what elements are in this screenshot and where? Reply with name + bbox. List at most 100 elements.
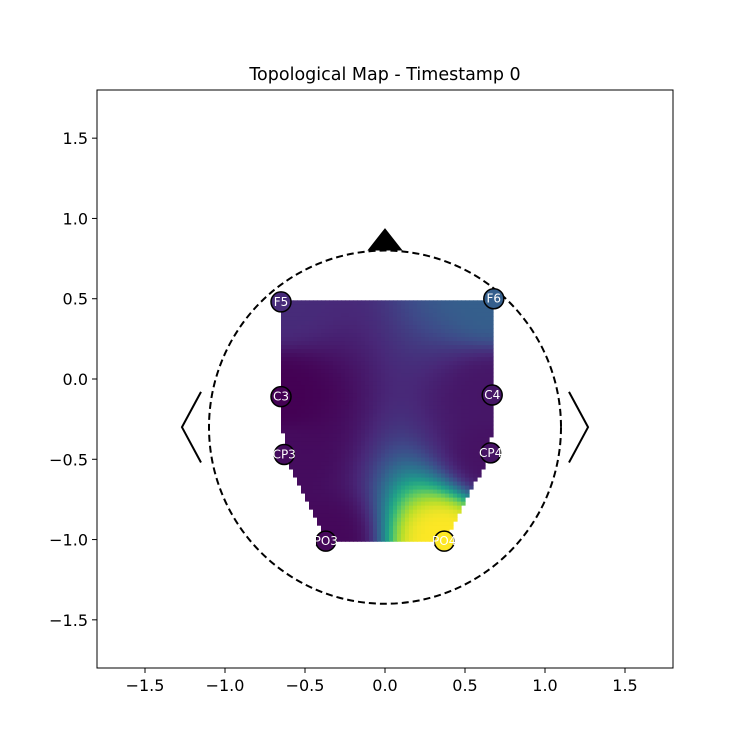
heatmap-cell <box>349 360 354 366</box>
electrode-label: C4 <box>484 388 500 402</box>
heatmap-cell <box>401 484 406 490</box>
heatmap-cell <box>345 428 350 434</box>
heatmap-cell <box>353 497 358 502</box>
heatmap-cell <box>377 400 382 406</box>
heatmap-cell <box>437 388 442 394</box>
heatmap-cell <box>389 380 394 386</box>
heatmap-cell <box>365 480 370 486</box>
heatmap-cell <box>433 356 438 362</box>
heatmap-cell <box>361 484 366 490</box>
heatmap-cell <box>321 380 326 386</box>
heatmap-cell <box>361 460 366 466</box>
heatmap-cell <box>421 412 426 418</box>
heatmap-cell <box>465 432 470 438</box>
heatmap-cell <box>333 424 338 430</box>
heatmap-cell <box>373 448 378 454</box>
heatmap-cell <box>321 352 326 358</box>
heatmap-cell <box>333 492 338 498</box>
heatmap-cell <box>313 372 318 378</box>
heatmap-cell <box>301 368 306 374</box>
heatmap-cell <box>353 424 358 430</box>
heatmap-cell <box>337 384 342 390</box>
heatmap-cell <box>309 364 314 370</box>
left-ear <box>180 391 202 463</box>
heatmap-cell <box>421 372 426 378</box>
heatmap-cell <box>481 376 486 382</box>
heatmap-cell <box>409 336 414 342</box>
heatmap-cell <box>393 392 398 398</box>
heatmap-cell <box>473 312 478 317</box>
heatmap-cell <box>349 340 354 346</box>
heatmap-cell <box>345 476 350 482</box>
heatmap-cell <box>393 308 398 313</box>
heatmap-cell <box>485 328 490 334</box>
heatmap-cell <box>301 364 306 370</box>
electrode-c4 <box>481 384 503 406</box>
heatmap-cell <box>397 344 402 350</box>
heatmap-cell <box>457 448 462 454</box>
heatmap-cell <box>461 452 466 458</box>
heatmap-cell <box>453 480 458 486</box>
heatmap-cell <box>337 525 342 530</box>
heatmap-cell <box>453 316 458 321</box>
heatmap-cell <box>289 348 294 354</box>
heatmap-cell <box>369 324 374 330</box>
heatmap-cell <box>401 452 406 458</box>
heatmap-cell <box>337 476 342 482</box>
y-tick-label: 1.5 <box>63 129 88 148</box>
heatmap-cell <box>321 336 326 342</box>
heatmap-cell <box>373 416 378 422</box>
heatmap-cell <box>457 428 462 434</box>
heatmap-cell <box>433 476 438 482</box>
heatmap-cell <box>293 376 298 382</box>
heatmap-cell <box>337 372 342 378</box>
heatmap-cell <box>393 444 398 450</box>
heatmap-cell <box>481 440 486 446</box>
heatmap-cell <box>385 432 390 438</box>
heatmap-cell <box>457 488 462 494</box>
heatmap-cell <box>377 436 382 442</box>
heatmap-cell <box>437 320 442 326</box>
heatmap-cell <box>405 476 410 482</box>
heatmap-cell <box>465 404 470 410</box>
heatmap-cell <box>357 420 362 426</box>
heatmap-cell <box>397 348 402 354</box>
heatmap-cell <box>433 444 438 450</box>
heatmap-cell <box>393 436 398 442</box>
heatmap-cell <box>357 336 362 342</box>
heatmap-cell <box>433 372 438 378</box>
heatmap-cell <box>345 304 350 309</box>
heatmap-cell <box>425 412 430 418</box>
heatmap-cell <box>381 400 386 406</box>
heatmap-cell <box>329 492 334 498</box>
heatmap-cell <box>385 320 390 326</box>
heatmap-cell <box>457 464 462 470</box>
heatmap-cell <box>401 352 406 358</box>
heatmap-cell <box>385 360 390 366</box>
heatmap-cell <box>461 440 466 446</box>
heatmap-cell <box>357 340 362 346</box>
heatmap-cell <box>313 348 318 354</box>
heatmap-cell <box>397 384 402 390</box>
heatmap-cell <box>441 456 446 462</box>
heatmap-cell <box>369 400 374 406</box>
heatmap-cell <box>317 348 322 354</box>
heatmap-cell <box>417 537 422 542</box>
heatmap-cell <box>405 380 410 386</box>
heatmap-cell <box>377 324 382 330</box>
heatmap-cell <box>413 416 418 422</box>
heatmap-cell <box>341 396 346 402</box>
heatmap-cell <box>345 537 350 542</box>
heatmap-cell <box>445 332 450 338</box>
heatmap-cell <box>373 356 378 362</box>
heatmap-cell <box>313 448 318 454</box>
heatmap-cell <box>469 480 474 486</box>
heatmap-cell <box>377 308 382 313</box>
heatmap-cell <box>461 372 466 378</box>
heatmap-cell <box>357 368 362 374</box>
heatmap-cell <box>425 505 430 510</box>
heatmap-cell <box>481 304 486 309</box>
heatmap-cell <box>369 440 374 446</box>
heatmap-cell <box>397 517 402 522</box>
heatmap-cell <box>465 352 470 358</box>
